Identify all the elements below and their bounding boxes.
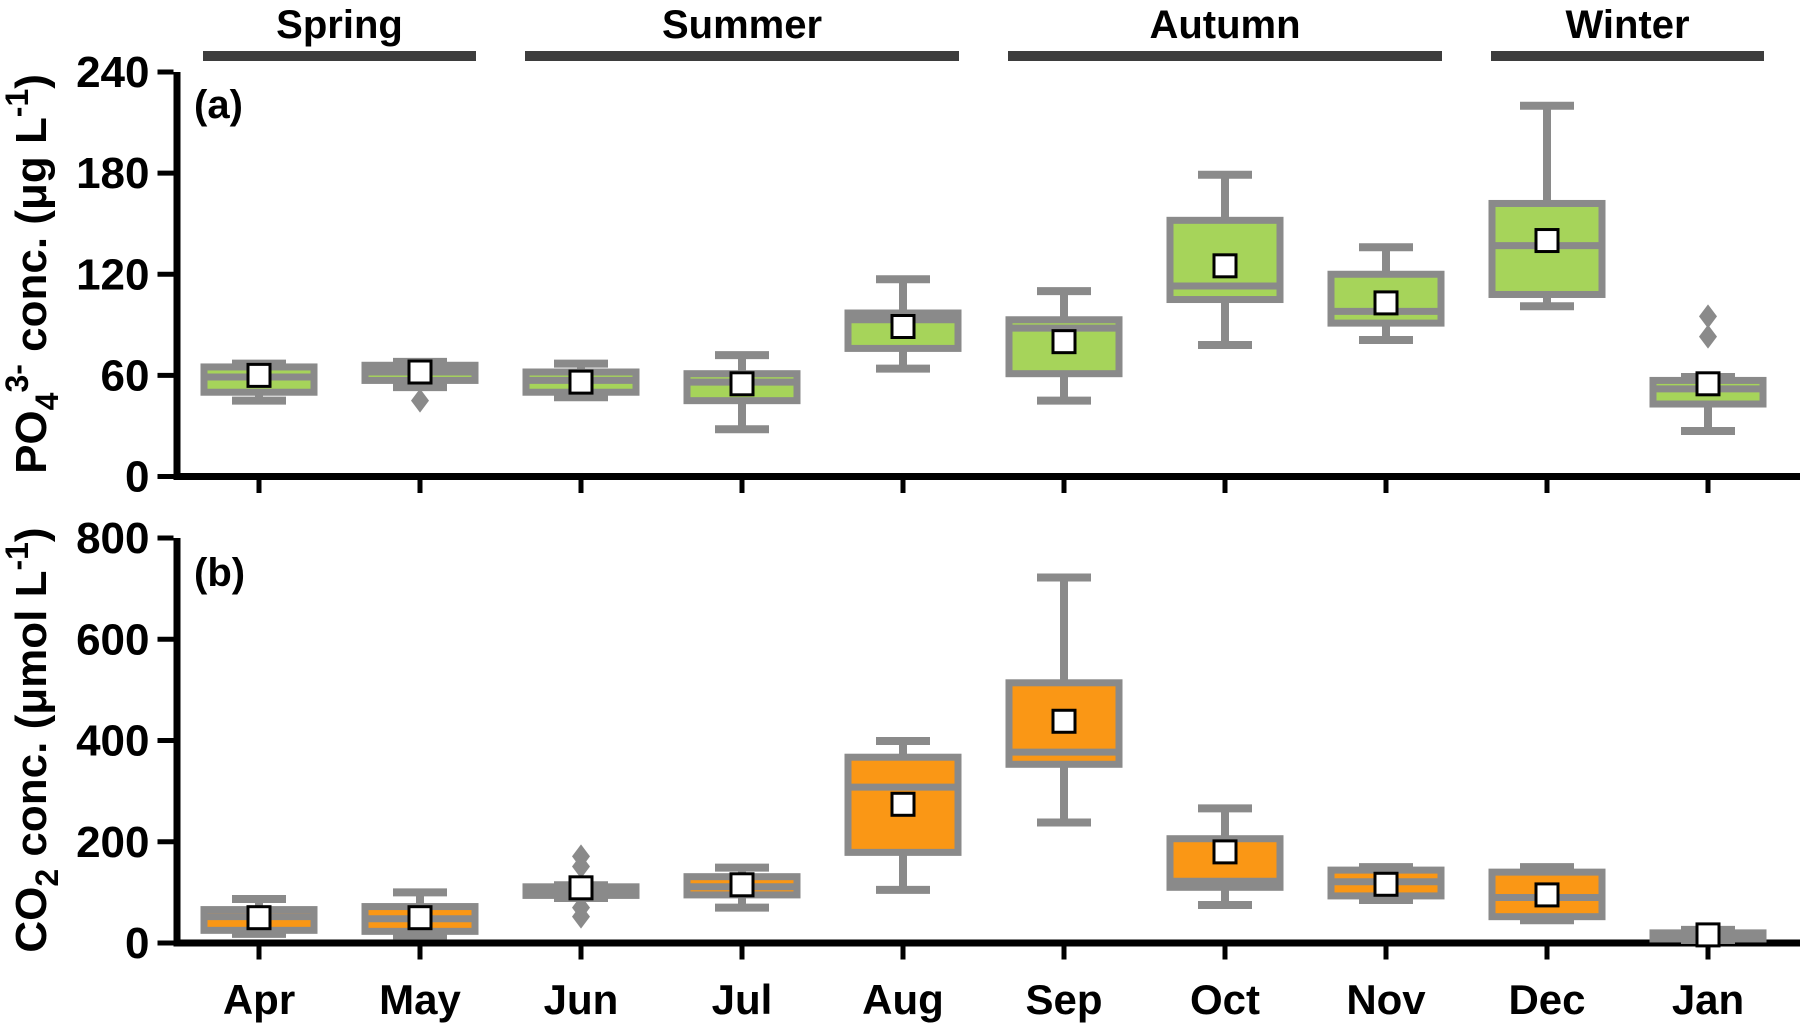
y-tick-label: 180 [76,149,149,198]
month-label: Aug [862,976,944,1023]
box-po4-may [361,357,479,413]
season-header: Spring Summer Autumn Winter [203,3,1764,61]
mean-marker [729,371,755,397]
box-po4-sep [1005,287,1123,405]
mean-marker [1212,839,1238,865]
season-bar [1491,51,1764,61]
box-po4-apr [200,359,318,405]
y-tick-label: 60 [101,351,150,400]
box-po4-jul [683,351,801,434]
box-po4-jan [1649,304,1767,435]
outlier-diamond [1699,304,1717,329]
mean-marker [729,872,755,898]
mean-marker [890,313,916,339]
box-co2-jul [683,863,801,912]
mean-marker [1373,290,1399,316]
box-co2-apr [200,894,318,938]
y-tick-label: 200 [76,818,149,867]
y-axis-title: PO43- conc. (μg L-1) [0,74,65,474]
mean-marker [1051,329,1077,355]
box-po4-nov [1327,243,1445,344]
mean-marker [1051,708,1077,734]
mean-marker [890,791,916,817]
box-co2-oct [1166,804,1284,910]
outlier-diamond [411,388,429,413]
outlier-diamond [572,854,590,879]
panel-letter: (b) [194,551,245,595]
season-bar [203,51,476,61]
y-tick-label: 400 [76,717,149,766]
month-label: Jan [1672,976,1744,1023]
mean-marker [1373,871,1399,897]
y-tick-label: 240 [76,48,149,97]
y-tick-label: 0 [125,453,149,502]
outlier-diamond [1699,324,1717,349]
panel-b: 0 200 400 600 800 (b) CO2 conc. (μmol L-1) [0,514,1800,968]
season-label: Autumn [1149,3,1300,47]
mean-marker [246,362,272,388]
panel-a: 0 60 120 180 240 (a) PO43- conc. (μg L-1) [0,48,1800,502]
season-band-autumn: Autumn [1008,3,1442,61]
mean-marker [1695,371,1721,397]
month-label: Jul [712,976,773,1023]
month-axis-labels: Apr May Jun Jul Aug Sep Oct Nov Dec Jan [223,976,1744,1023]
y-tick-label: 0 [125,919,149,968]
outlier-diamond [572,904,590,929]
season-band-summer: Summer [525,3,959,61]
box-po4-jun [522,359,640,402]
month-label: Sep [1025,976,1102,1023]
y-tick-label: 600 [76,615,149,664]
iqr-box [1327,270,1445,327]
y-tick-label: 120 [76,250,149,299]
season-band-winter: Winter [1491,3,1764,61]
box-po4-dec [1488,101,1606,311]
box-co2-jun [522,844,640,929]
season-label: Winter [1565,3,1689,47]
box-co2-sep [1005,573,1123,827]
panel-letter: (a) [194,83,243,127]
season-bar [1008,51,1442,61]
mean-marker [1695,922,1721,948]
mean-marker [1534,228,1560,254]
month-label: Oct [1190,976,1260,1023]
box-po4-oct [1166,170,1284,350]
mean-marker [568,875,594,901]
season-label: Spring [276,3,403,47]
season-bar [525,51,959,61]
mean-marker [407,359,433,385]
month-label: Nov [1346,976,1426,1023]
box-co2-jan [1649,922,1767,948]
box-co2-may [361,888,479,940]
mean-marker [246,905,272,931]
month-label: Apr [223,976,295,1023]
season-band-spring: Spring [203,3,476,61]
month-label: May [379,976,461,1023]
mean-marker [1534,882,1560,908]
y-tick-label: 800 [76,514,149,563]
mean-marker [407,905,433,931]
box-co2-aug [844,737,962,894]
season-label: Summer [662,3,822,47]
month-label: Dec [1508,976,1585,1023]
month-label: Jun [544,976,619,1023]
box-co2-dec [1488,863,1606,925]
y-axis-title: CO2 conc. (μmol L-1) [0,527,65,952]
box-po4-aug [844,275,962,373]
mean-marker [1212,253,1238,279]
mean-marker [568,369,594,395]
box-co2-nov [1327,863,1445,904]
